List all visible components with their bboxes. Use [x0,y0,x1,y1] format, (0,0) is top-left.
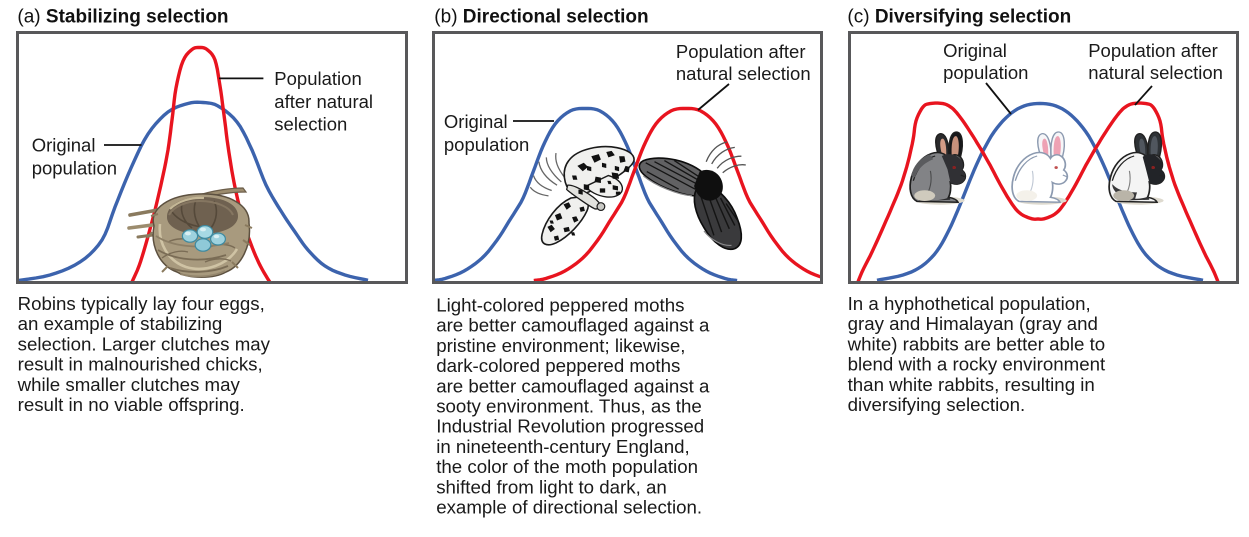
svg-text:shifted from light to dark, an: shifted from light to dark, an [436,476,667,497]
svg-text:selection: selection [274,114,347,135]
svg-text:the color of the moth populati: the color of the moth population [436,456,698,477]
svg-text:(a) Stabilizing selection: (a) Stabilizing selection [17,7,228,28]
svg-text:Original: Original [943,40,1007,61]
svg-text:population: population [943,62,1028,83]
svg-text:population: population [32,157,117,178]
svg-text:Robins typically lay four eggs: Robins typically lay four eggs, [18,293,265,314]
svg-text:example of directional selecti: example of directional selection. [436,497,702,518]
svg-text:diversifying selection.: diversifying selection. [848,394,1026,415]
svg-text:white) rabbits are better able: white) rabbits are better able to [847,333,1106,354]
svg-text:selection. Larger clutches may: selection. Larger clutches may [18,333,271,354]
svg-text:natural selection: natural selection [676,63,811,84]
svg-text:an example of stabilizing: an example of stabilizing [18,313,223,334]
svg-text:blend with a rocky environment: blend with a rocky environment [848,354,1106,375]
svg-text:than white rabbits, resulting: than white rabbits, resulting in [848,374,1095,395]
svg-text:dark-colored peppered moths: dark-colored peppered moths [436,355,680,376]
svg-text:(b) Directional selection: (b) Directional selection [434,7,648,28]
svg-text:are better camouflaged against: are better camouflaged against a [436,375,710,396]
svg-text:Population: Population [274,68,361,89]
svg-text:Original: Original [444,111,508,132]
svg-text:gray and Himalayan (gray and: gray and Himalayan (gray and [848,313,1098,334]
svg-text:Population after: Population after [676,41,806,62]
svg-text:are better camouflaged against: are better camouflaged against a [436,315,710,336]
svg-text:pristine environment; likewise: pristine environment; likewise, [436,335,685,356]
svg-text:while smaller clutches may: while smaller clutches may [17,374,241,395]
svg-text:population: population [444,134,529,155]
svg-text:in nineteenth-century England,: in nineteenth-century England, [436,436,690,457]
svg-text:natural selection: natural selection [1088,62,1223,83]
svg-text:after natural: after natural [274,91,373,112]
svg-text:result in malnourished chicks,: result in malnourished chicks, [18,354,263,375]
svg-text:Industrial Revolution progress: Industrial Revolution progressed [436,416,704,437]
svg-text:Population after: Population after [1088,40,1218,61]
svg-text:sooty environment. Thus, as th: sooty environment. Thus, as the [436,396,702,417]
svg-text:result in no viable offspring.: result in no viable offspring. [18,394,245,415]
svg-text:In a hyphothetical population,: In a hyphothetical population, [848,293,1091,314]
svg-text:(c) Diversifying selection: (c) Diversifying selection [847,7,1071,28]
svg-text:Original: Original [32,135,96,156]
svg-text:Light-colored peppered moths: Light-colored peppered moths [436,295,684,316]
